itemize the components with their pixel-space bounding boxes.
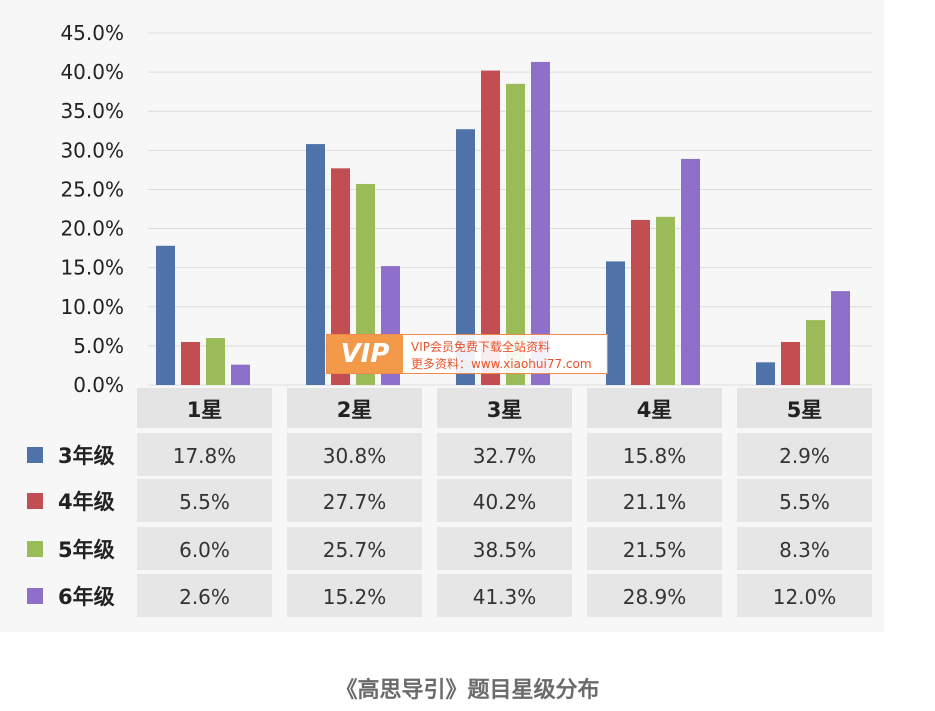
data-label: 28.9% [623, 585, 687, 609]
watermark-line2: 更多资料：www.xiaohui77.com [411, 357, 592, 371]
bar [231, 364, 250, 385]
y-tick-label: 30.0% [60, 138, 124, 162]
table-cell [137, 479, 272, 522]
data-label: 5.5% [779, 490, 830, 514]
table-cell [287, 479, 422, 522]
legend-swatch [27, 447, 43, 463]
legend-label: 4年级 [58, 490, 115, 514]
y-tick-label: 40.0% [60, 60, 124, 84]
y-tick-label: 35.0% [60, 99, 124, 123]
bar [681, 158, 700, 385]
y-tick-label: 25.0% [60, 177, 124, 201]
bar [606, 261, 625, 385]
data-label: 30.8% [323, 444, 387, 468]
table-cell [137, 574, 272, 617]
table-cell [137, 527, 272, 570]
data-label: 25.7% [323, 538, 387, 562]
data-label: 5.5% [179, 490, 230, 514]
legend-label: 5年级 [58, 538, 115, 562]
y-tick-label: 45.0% [60, 21, 124, 45]
data-label: 12.0% [773, 585, 837, 609]
data-label: 27.7% [323, 490, 387, 514]
data-label: 21.1% [623, 490, 687, 514]
bar [206, 338, 225, 385]
bar [806, 320, 825, 385]
data-label: 41.3% [473, 585, 537, 609]
bar [781, 341, 800, 385]
y-tick-label: 20.0% [60, 217, 124, 241]
table-cell [587, 433, 722, 476]
bar [756, 362, 775, 385]
bar [656, 216, 675, 385]
bar [631, 219, 650, 385]
category-label: 5星 [787, 398, 823, 422]
table-cell [737, 574, 872, 617]
y-tick-label: 15.0% [60, 256, 124, 280]
bar [306, 144, 325, 385]
table-cell [737, 479, 872, 522]
category-label: 4星 [637, 398, 673, 422]
table-cell [287, 574, 422, 617]
table-cell [587, 527, 722, 570]
table-cell [737, 527, 872, 570]
data-label: 2.6% [179, 585, 230, 609]
legend-swatch [27, 493, 43, 509]
data-label: 21.5% [623, 538, 687, 562]
y-tick-label: 5.0% [73, 334, 124, 358]
table-cell [587, 574, 722, 617]
bar [181, 341, 200, 385]
y-tick-label: 10.0% [60, 295, 124, 319]
data-label: 2.9% [779, 444, 830, 468]
data-label: 8.3% [779, 538, 830, 562]
data-label: 15.2% [323, 585, 387, 609]
watermark: VIP VIP会员免费下载全站资料 更多资料：www.xiaohui77.com [326, 334, 608, 374]
data-label: 6.0% [179, 538, 230, 562]
bar [831, 291, 850, 385]
watermark-line1: VIP会员免费下载全站资料 [411, 340, 550, 354]
chart: 0.0% 5.0% 10.0% 15.0% 20.0% 25.0% 30.0% 35.0% 40… [27, 21, 872, 617]
chart-panel [0, 0, 884, 632]
table-header-cell [137, 388, 272, 428]
category-label: 1星 [187, 398, 223, 422]
data-label: 38.5% [473, 538, 537, 562]
bar [531, 61, 550, 385]
table-cell [137, 433, 272, 476]
bar [506, 83, 525, 385]
data-label: 17.8% [173, 444, 237, 468]
table-header-cell [437, 388, 572, 428]
data-label: 40.2% [473, 490, 537, 514]
legend-swatch [27, 541, 43, 557]
y-tick-label: 0.0% [73, 373, 124, 397]
chart-caption: 《高思导引》题目星级分布 [335, 678, 600, 703]
table-cell [737, 433, 872, 476]
category-label: 2星 [337, 398, 373, 422]
legend-label: 3年级 [58, 444, 115, 468]
table-cell [287, 527, 422, 570]
bar [456, 129, 475, 385]
watermark-logo: VIP [327, 335, 403, 373]
category-label: 3星 [487, 398, 523, 422]
legend-label: 6年级 [58, 585, 115, 609]
bar [156, 245, 175, 385]
table-cell [437, 479, 572, 522]
table-cell [437, 433, 572, 476]
table-cell [437, 527, 572, 570]
bar [331, 168, 350, 385]
legend-swatch [27, 588, 43, 604]
table-cell [587, 479, 722, 522]
bar [481, 70, 500, 386]
table-header-cell [287, 388, 422, 428]
table-cell [287, 433, 422, 476]
table-cell [437, 574, 572, 617]
data-label: 15.8% [623, 444, 687, 468]
data-label: 32.7% [473, 444, 537, 468]
table-header-cell [737, 388, 872, 428]
table-header-cell [587, 388, 722, 428]
